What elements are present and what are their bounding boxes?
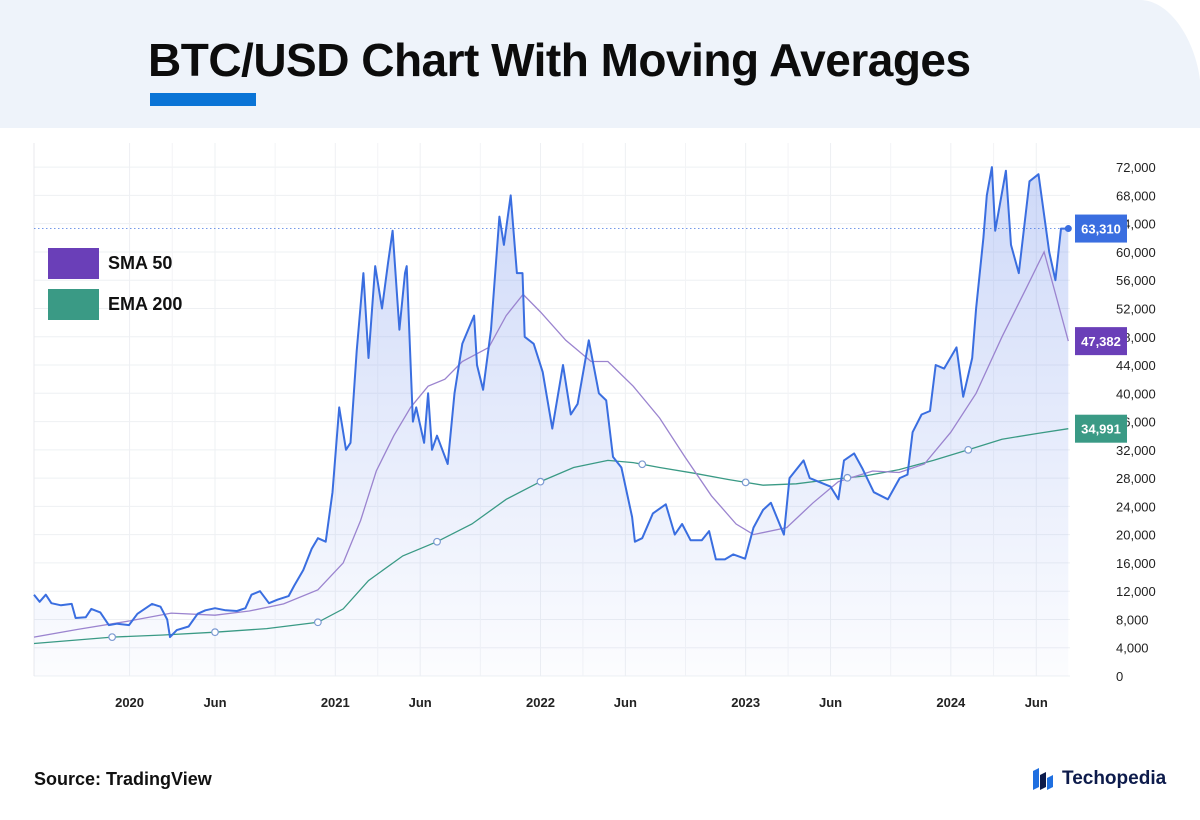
x-tick-label: Jun [409, 695, 432, 710]
y-tick-label: 60,000 [1116, 245, 1156, 260]
page-title: BTC/USD Chart With Moving Averages [148, 34, 971, 86]
x-tick-label: Jun [203, 695, 226, 710]
badge-label-sma: 47,382 [1081, 334, 1121, 349]
badge-price [1075, 214, 1127, 243]
brand: Techopedia [1032, 767, 1166, 791]
y-tick-label: 68,000 [1116, 188, 1156, 203]
legend-swatch-sma [48, 247, 99, 279]
ema-marker [211, 628, 219, 637]
y-tick-label: 12,000 [1116, 584, 1156, 599]
y-tick-label: 28,000 [1116, 471, 1156, 486]
header-band [0, 0, 1200, 128]
y-tick-label: 32,000 [1116, 443, 1156, 458]
x-tick-label: 2020 [115, 695, 144, 710]
legend: SMA 50 EMA 200 [48, 245, 182, 327]
y-tick-label: 16,000 [1116, 556, 1156, 571]
ema-marker [741, 478, 750, 487]
legend-item-sma: SMA 50 [48, 245, 182, 281]
y-tick-label: 72,000 [1116, 160, 1156, 175]
y-tick-label: 52,000 [1116, 301, 1156, 316]
ema-marker [313, 618, 322, 627]
badge-ema [1075, 414, 1127, 443]
title-underline [150, 93, 256, 106]
x-tick-label: Jun [614, 695, 637, 710]
source-note: Source: TradingView [34, 769, 212, 789]
y-tick-label: 0 [1116, 669, 1123, 684]
techopedia-logo-icon [1033, 768, 1053, 790]
ema-markers [108, 445, 973, 642]
ema-marker [536, 477, 545, 486]
ema-marker [638, 460, 647, 469]
x-tick-label: 2021 [321, 695, 350, 710]
chart-lines [33, 166, 1072, 645]
x-tick-label: Jun [819, 695, 842, 710]
price-area-fill [34, 167, 1069, 676]
legend-swatch-ema [48, 288, 99, 320]
x-tick-label: 2024 [936, 695, 966, 710]
last-price-dot [1064, 225, 1072, 233]
btc-usd-chart: 72,00068,00064,00060,00056,00052,00048,0… [33, 143, 1156, 710]
legend-item-ema: EMA 200 [48, 286, 182, 322]
x-tick-label: 2023 [731, 695, 760, 710]
brand-name: Techopedia [1062, 768, 1167, 789]
badge-sma [1075, 327, 1127, 356]
y-tick-label: 8,000 [1116, 612, 1149, 627]
y-tick-label: 24,000 [1116, 499, 1156, 514]
price-area [34, 167, 1069, 676]
badge-label-ema: 34,991 [1081, 422, 1121, 437]
y-tick-label: 40,000 [1116, 386, 1156, 401]
ema-marker [108, 633, 117, 642]
header-background-shape [0, 0, 1200, 128]
ema-200-line [33, 428, 1069, 645]
last-value-badges: 63,310 47,382 34,991 [1075, 214, 1127, 443]
ema-marker [433, 537, 441, 546]
x-tick-label: Jun [1025, 695, 1048, 710]
ema-marker [964, 445, 973, 454]
y-tick-label: 4,000 [1116, 641, 1149, 656]
price-line [33, 166, 1069, 639]
x-axis: 2020 Jun 2021 Jun 2022 Jun 2023 Jun 2024 Jun [115, 695, 1048, 710]
y-tick-label: 20,000 [1116, 528, 1156, 543]
x-tick-label: 2022 [526, 695, 555, 710]
legend-label-ema: EMA 200 [108, 293, 183, 314]
y-tick-label: 56,000 [1116, 273, 1156, 288]
ema-marker [843, 473, 852, 482]
y-tick-label: 44,000 [1116, 358, 1156, 373]
badge-label-price: 63,310 [1081, 222, 1121, 237]
legend-label-sma: SMA 50 [108, 252, 173, 273]
